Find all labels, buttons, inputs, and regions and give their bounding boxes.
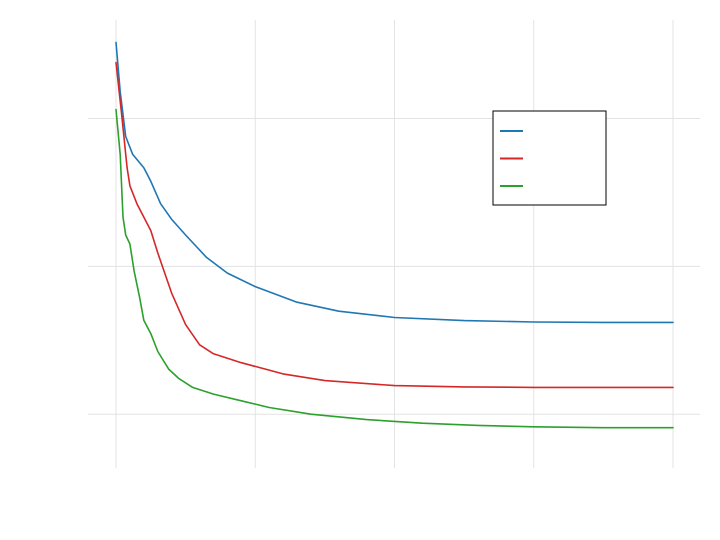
series-line-2 bbox=[115, 108, 674, 429]
series-layer bbox=[115, 41, 674, 429]
series-line-0 bbox=[115, 41, 674, 324]
grid bbox=[88, 20, 700, 468]
series-line-1 bbox=[115, 61, 674, 389]
legend bbox=[492, 110, 607, 206]
